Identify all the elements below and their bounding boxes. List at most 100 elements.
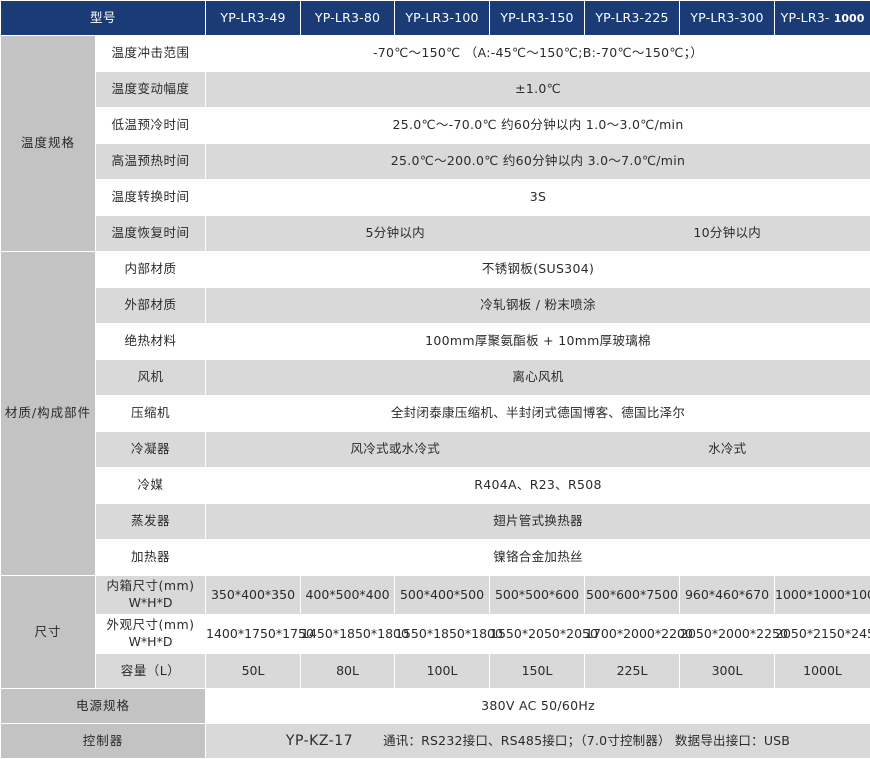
table-row: 外观尺寸(mm) W*H*D 1400*1750*1750 1450*1850*… <box>1 615 870 654</box>
row-value-evaporator: 翅片管式换热器 <box>206 504 870 540</box>
header-column-1000-prefix: YP-LR3- <box>781 10 834 25</box>
row-value-refrigerant: R404A、R23、R508 <box>206 468 870 504</box>
row-label-inner-material: 内部材质 <box>96 252 206 288</box>
capacity-value-80: 80L <box>301 654 395 689</box>
row-value-condenser-right: 水冷式 <box>585 432 870 468</box>
header-column-yp-lr3-1000: YP-LR3- 1000 <box>775 1 870 36</box>
table-row: 温度规格 温度冲击范围 -70℃～150℃ （A:-45℃～150℃;B:-70… <box>1 36 870 72</box>
outer-dimension-value-100: 1550*1850*1800 <box>395 615 490 654</box>
capacity-value-1000: 1000L <box>775 654 870 689</box>
table-row: 低温预冷时间 25.0℃～-70.0℃ 约60分钟以内 1.0～3.0℃/min <box>1 108 870 144</box>
row-label-inner-dimensions: 内箱尺寸(mm) W*H*D <box>96 576 206 615</box>
row-value-condenser-left: 风冷式或水冷式 <box>206 432 585 468</box>
capacity-value-49: 50L <box>206 654 301 689</box>
row-label-condenser: 冷凝器 <box>96 432 206 468</box>
inner-dimension-value-225: 500*600*7500 <box>585 576 680 615</box>
table-row: 风机 离心风机 <box>1 360 870 396</box>
table-row: 外部材质 冷轧钢板 / 粉末喷涂 <box>1 288 870 324</box>
row-value-temp-shock-range: -70℃～150℃ （A:-45℃～150℃;B:-70℃～150℃；） <box>206 36 870 72</box>
table-row: 温度变动幅度 ±1.0℃ <box>1 72 870 108</box>
row-value-insulation-material: 100mm厚聚氨酯板 + 10mm厚玻璃棉 <box>206 324 870 360</box>
controller-description-value: 通讯：RS232接口、RS485接口；（7.0寸控制器） 数据导出接口：USB <box>383 733 790 750</box>
row-value-temp-recovery-time-right: 10分钟以内 <box>585 216 870 252</box>
group-label-dimensions: 尺寸 <box>1 576 96 689</box>
inner-dimensions-subtitle: W*H*D <box>96 595 205 612</box>
row-label-temp-fluctuation: 温度变动幅度 <box>96 72 206 108</box>
capacity-value-225: 225L <box>585 654 680 689</box>
controller-model-value: YP-KZ-17 <box>286 732 353 751</box>
outer-dimension-value-300: 2050*2000*2250 <box>680 615 775 654</box>
row-value-high-temp-preheat-time: 25.0℃～200.0℃ 约60分钟以内 3.0～7.0℃/min <box>206 144 870 180</box>
row-label-high-temp-preheat-time: 高温预热时间 <box>96 144 206 180</box>
table-row: 材质/构成部件 内部材质 不锈钢板(SUS304) <box>1 252 870 288</box>
outer-dimension-value-225: 1700*2000*2200 <box>585 615 680 654</box>
row-label-temp-recovery-time: 温度恢复时间 <box>96 216 206 252</box>
table-row: 控制器 YP-KZ-17 通讯：RS232接口、RS485接口；（7.0寸控制器）… <box>1 724 870 759</box>
row-label-controller: 控制器 <box>1 724 206 759</box>
row-value-power-spec: 380V AC 50/60Hz <box>206 689 870 724</box>
row-label-refrigerant: 冷媒 <box>96 468 206 504</box>
table-row: 电源规格 380V AC 50/60Hz <box>1 689 870 724</box>
header-column-yp-lr3-80: YP-LR3-80 <box>301 1 395 36</box>
row-label-compressor: 压缩机 <box>96 396 206 432</box>
table-row: 容量（L） 50L 80L 100L 150L 225L 300L 1000L <box>1 654 870 689</box>
table-row: 冷凝器 风冷式或水冷式 水冷式 <box>1 432 870 468</box>
table-row: 加热器 镍铬合金加热丝 <box>1 540 870 576</box>
row-value-inner-material: 不锈钢板(SUS304) <box>206 252 870 288</box>
row-label-evaporator: 蒸发器 <box>96 504 206 540</box>
group-label-temperature: 温度规格 <box>1 36 96 252</box>
inner-dimension-value-1000: 1000*1000*1000 <box>775 576 870 615</box>
table-header-row: 型号 YP-LR3-49 YP-LR3-80 YP-LR3-100 YP-LR3… <box>1 1 870 36</box>
row-label-power-spec: 电源规格 <box>1 689 206 724</box>
outer-dimensions-subtitle: W*H*D <box>96 634 205 651</box>
inner-dimension-value-100: 500*400*500 <box>395 576 490 615</box>
inner-dimension-value-150: 500*500*600 <box>490 576 585 615</box>
table-row: 压缩机 全封闭泰康压缩机、半封闭式德国博客、德国比泽尔 <box>1 396 870 432</box>
row-label-insulation-material: 绝热材料 <box>96 324 206 360</box>
row-value-heater: 镍铬合金加热丝 <box>206 540 870 576</box>
inner-dimension-value-300: 960*460*670 <box>680 576 775 615</box>
outer-dimension-value-80: 1450*1850*1800 <box>301 615 395 654</box>
row-label-heater: 加热器 <box>96 540 206 576</box>
header-column-yp-lr3-300: YP-LR3-300 <box>680 1 775 36</box>
table-row: 温度恢复时间 5分钟以内 10分钟以内 <box>1 216 870 252</box>
header-column-yp-lr3-49: YP-LR3-49 <box>206 1 301 36</box>
row-label-outer-material: 外部材质 <box>96 288 206 324</box>
row-value-temp-switch-time: 3S <box>206 180 870 216</box>
table-row: 温度转换时间 3S <box>1 180 870 216</box>
header-model-label: 型号 <box>1 1 206 36</box>
outer-dimension-value-150: 1550*2050*2050 <box>490 615 585 654</box>
row-label-capacity: 容量（L） <box>96 654 206 689</box>
row-label-temp-shock-range: 温度冲击范围 <box>96 36 206 72</box>
table-row: 高温预热时间 25.0℃～200.0℃ 约60分钟以内 3.0～7.0℃/min <box>1 144 870 180</box>
header-column-yp-lr3-225: YP-LR3-225 <box>585 1 680 36</box>
table-row: 蒸发器 翅片管式换热器 <box>1 504 870 540</box>
row-value-controller: YP-KZ-17 通讯：RS232接口、RS485接口；（7.0寸控制器） 数据导… <box>206 724 870 759</box>
capacity-value-100: 100L <box>395 654 490 689</box>
row-label-low-temp-precool-time: 低温预冷时间 <box>96 108 206 144</box>
row-value-fan: 离心风机 <box>206 360 870 396</box>
outer-dimension-value-1000: 2050*2150*2450 <box>775 615 870 654</box>
inner-dimension-value-80: 400*500*400 <box>301 576 395 615</box>
row-value-temp-fluctuation: ±1.0℃ <box>206 72 870 108</box>
header-column-yp-lr3-150: YP-LR3-150 <box>490 1 585 36</box>
capacity-value-300: 300L <box>680 654 775 689</box>
row-label-outer-dimensions: 外观尺寸(mm) W*H*D <box>96 615 206 654</box>
capacity-value-150: 150L <box>490 654 585 689</box>
outer-dimensions-title: 外观尺寸(mm) <box>106 617 194 632</box>
table-row: 冷媒 R404A、R23、R508 <box>1 468 870 504</box>
header-column-1000-suffix: 1000 <box>834 12 865 25</box>
row-label-fan: 风机 <box>96 360 206 396</box>
outer-dimension-value-49: 1400*1750*1750 <box>206 615 301 654</box>
row-value-outer-material: 冷轧钢板 / 粉末喷涂 <box>206 288 870 324</box>
row-value-low-temp-precool-time: 25.0℃～-70.0℃ 约60分钟以内 1.0～3.0℃/min <box>206 108 870 144</box>
row-value-compressor: 全封闭泰康压缩机、半封闭式德国博客、德国比泽尔 <box>206 396 870 432</box>
header-column-yp-lr3-100: YP-LR3-100 <box>395 1 490 36</box>
row-label-temp-switch-time: 温度转换时间 <box>96 180 206 216</box>
row-value-temp-recovery-time-left: 5分钟以内 <box>206 216 585 252</box>
inner-dimensions-title: 内箱尺寸(mm) <box>106 578 194 593</box>
table-row: 尺寸 内箱尺寸(mm) W*H*D 350*400*350 400*500*40… <box>1 576 870 615</box>
table-row: 绝热材料 100mm厚聚氨酯板 + 10mm厚玻璃棉 <box>1 324 870 360</box>
group-label-material: 材质/构成部件 <box>1 252 96 576</box>
